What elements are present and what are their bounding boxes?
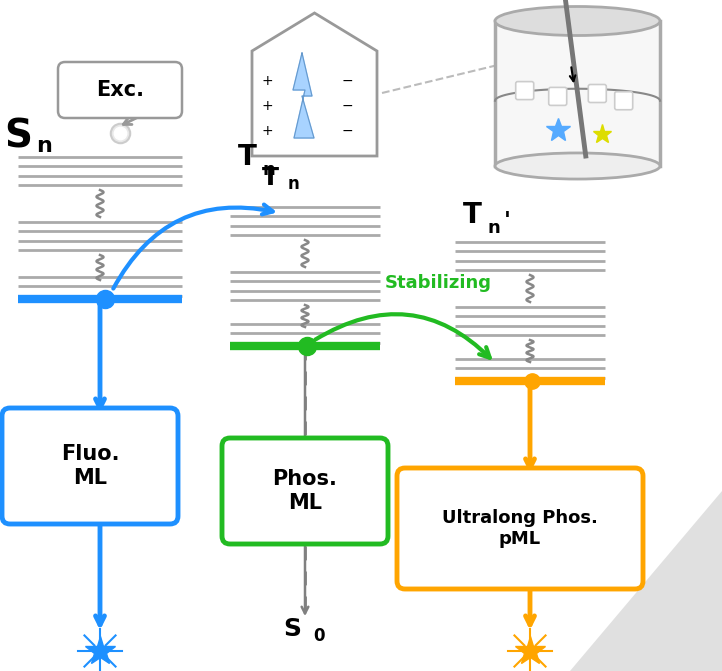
- PathPatch shape: [495, 21, 660, 166]
- FancyBboxPatch shape: [516, 82, 534, 99]
- FancyBboxPatch shape: [222, 438, 388, 544]
- FancyBboxPatch shape: [58, 62, 182, 118]
- Text: +: +: [261, 124, 273, 138]
- Text: S: S: [283, 617, 301, 641]
- FancyBboxPatch shape: [397, 468, 643, 589]
- Text: Phos.
ML: Phos. ML: [273, 470, 337, 513]
- Text: Exc.: Exc.: [96, 80, 144, 100]
- FancyBboxPatch shape: [549, 87, 567, 105]
- Polygon shape: [293, 53, 314, 138]
- Polygon shape: [570, 491, 722, 671]
- Text: Stabilizing: Stabilizing: [385, 274, 492, 292]
- FancyBboxPatch shape: [614, 92, 632, 110]
- Text: −: −: [342, 74, 353, 88]
- Text: +: +: [261, 99, 273, 113]
- Text: ': ': [504, 211, 511, 231]
- Text: S: S: [4, 117, 32, 155]
- Text: Ultralong Phos.
pML: Ultralong Phos. pML: [442, 509, 598, 548]
- Text: +: +: [261, 74, 273, 88]
- Text: n: n: [288, 175, 300, 193]
- Text: −: −: [342, 99, 353, 113]
- FancyBboxPatch shape: [588, 85, 606, 103]
- Text: Fluo.
ML: Fluo. ML: [61, 444, 119, 488]
- Ellipse shape: [495, 7, 660, 36]
- Text: 0: 0: [313, 627, 324, 645]
- Text: T: T: [463, 201, 482, 229]
- Text: n: n: [488, 219, 501, 237]
- Text: T: T: [262, 166, 279, 190]
- Text: n: n: [263, 161, 276, 179]
- Text: T: T: [238, 143, 257, 171]
- Text: −: −: [342, 124, 353, 138]
- Ellipse shape: [495, 153, 660, 179]
- Text: n: n: [36, 136, 52, 156]
- FancyBboxPatch shape: [2, 408, 178, 524]
- Polygon shape: [252, 13, 377, 156]
